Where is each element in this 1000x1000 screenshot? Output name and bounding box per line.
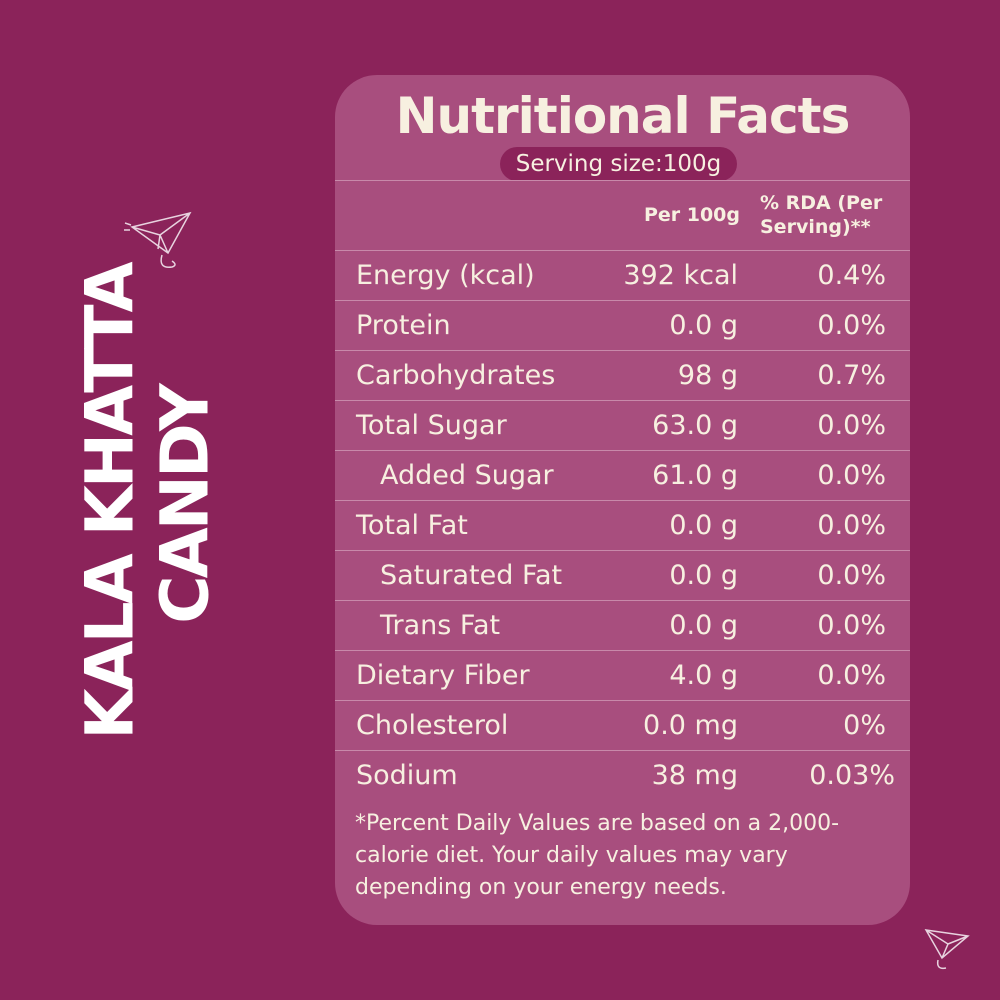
divider: [335, 300, 910, 301]
row-rda: 0.4%: [817, 260, 886, 291]
row-label: Dietary Fiber: [356, 660, 530, 691]
row-label: Total Fat: [356, 510, 468, 541]
divider: [335, 650, 910, 651]
row-label: Saturated Fat: [380, 560, 563, 591]
row-rda: 0.0%: [817, 410, 886, 441]
row-rda: 0.0%: [817, 610, 886, 641]
row-rda: 0.0%: [817, 660, 886, 691]
row-label: Trans Fat: [380, 610, 501, 641]
row-per-100g: 0.0 g: [669, 560, 738, 591]
divider: [335, 450, 910, 451]
divider: [335, 550, 910, 551]
row-per-100g: 61.0 g: [652, 460, 738, 491]
row-rda: 0.0%: [817, 510, 886, 541]
row-rda: 0.03%: [809, 760, 895, 791]
row-label: Energy (kcal): [356, 260, 535, 291]
row-rda: 0%: [843, 710, 886, 741]
nutrition-panel: Nutritional Facts Serving size:100g Per …: [335, 75, 910, 925]
row-per-100g: 0.0 g: [669, 610, 738, 641]
title: Nutritional Facts: [395, 87, 851, 145]
row-per-100g: 0.0 mg: [643, 710, 738, 741]
row-label: Cholesterol: [356, 710, 509, 741]
row-rda: 0.0%: [817, 310, 886, 341]
row-label: Total Sugar: [356, 410, 507, 441]
column-header: % RDA (Per Serving)**: [760, 192, 883, 238]
row-per-100g: 98 g: [677, 360, 738, 391]
column-header: Per 100g: [643, 204, 740, 226]
row-per-100g: 0.0 g: [669, 510, 738, 541]
brand-line: KALA KHATTA: [71, 264, 149, 740]
divider: [335, 250, 910, 251]
row-label: Added Sugar: [380, 460, 554, 491]
row-rda: 0.0%: [817, 460, 886, 491]
row-label: Protein: [356, 310, 451, 341]
row-per-100g: 38 mg: [651, 760, 738, 791]
serving-size: Serving size:100g: [500, 147, 737, 181]
divider: [335, 500, 910, 501]
plane-icon: [124, 211, 192, 268]
divider: [335, 700, 910, 701]
divider: [335, 600, 910, 601]
row-rda: 0.7%: [817, 360, 886, 391]
row-per-100g: 0.0 g: [669, 310, 738, 341]
plane-icon: [924, 929, 970, 970]
row-per-100g: 392 kcal: [623, 260, 738, 291]
row-rda: 0.0%: [817, 560, 886, 591]
divider: [335, 750, 910, 751]
brand-line: CANDY: [146, 386, 224, 624]
row-per-100g: 4.0 g: [669, 660, 738, 691]
divider: [335, 180, 910, 181]
footnote: *Percent Daily Values are based on a 2,0…: [355, 811, 840, 900]
divider: [335, 350, 910, 351]
row-label: Carbohydrates: [356, 360, 556, 391]
divider: [335, 400, 910, 401]
row-label: Sodium: [356, 760, 458, 791]
row-per-100g: 63.0 g: [652, 410, 738, 441]
